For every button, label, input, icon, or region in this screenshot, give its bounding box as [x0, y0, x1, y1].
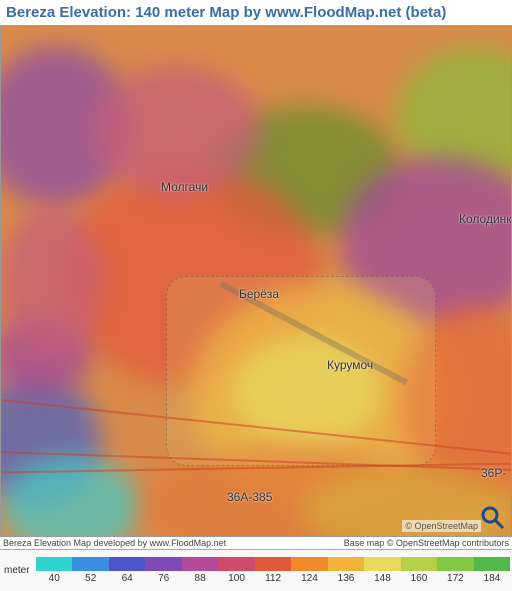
legend-item: 76 [145, 557, 181, 584]
legend-item: 112 [255, 557, 291, 584]
elevation-legend: meter 40 52 64 76 88 100 112 124 136 148 160 172 184 [0, 549, 512, 591]
legend-swatch [291, 557, 327, 571]
legend-item: 136 [328, 557, 364, 584]
legend-swatch [437, 557, 473, 571]
place-label: 36Р- [481, 466, 506, 480]
legend-swatch [218, 557, 254, 571]
legend-item: 124 [291, 557, 327, 584]
legend-item: 64 [109, 557, 145, 584]
legend-swatch [182, 557, 218, 571]
legend-swatch [474, 557, 510, 571]
legend-value: 172 [447, 573, 464, 584]
legend-swatches: 40 52 64 76 88 100 112 124 136 148 160 172 184 [36, 557, 510, 584]
legend-value: 64 [122, 573, 133, 584]
legend-value: 52 [85, 573, 96, 584]
legend-value: 124 [301, 573, 318, 584]
legend-item: 148 [364, 557, 400, 584]
place-label: 36А-385 [227, 490, 272, 504]
legend-value: 40 [49, 573, 60, 584]
legend-unit: meter [2, 565, 36, 576]
map-title: Bereza Elevation: 140 meter Map by www.F… [0, 0, 512, 25]
legend-item: 184 [474, 557, 510, 584]
legend-item: 40 [36, 557, 72, 584]
airport-boundary [166, 276, 436, 466]
legend-swatch [36, 557, 72, 571]
legend-item: 100 [218, 557, 254, 584]
legend-item: 88 [182, 557, 218, 584]
legend-value: 136 [338, 573, 355, 584]
map-attribution-row: Bereza Elevation Map developed by www.Fl… [0, 537, 512, 549]
elevation-map-container: Bereza Elevation: 140 meter Map by www.F… [0, 0, 512, 582]
legend-value: 160 [411, 573, 428, 584]
osm-logo-text: © OpenStreetMap [402, 520, 481, 532]
legend-swatch [72, 557, 108, 571]
place-label: Молгачи [161, 180, 208, 194]
legend-item: 52 [72, 557, 108, 584]
developer-attribution: Bereza Elevation Map developed by www.Fl… [3, 538, 226, 548]
magnify-icon[interactable] [479, 504, 507, 532]
legend-value: 88 [195, 573, 206, 584]
place-label: Берёза [239, 287, 279, 301]
legend-value: 184 [484, 573, 501, 584]
legend-value: 112 [265, 573, 281, 584]
legend-item: 172 [437, 557, 473, 584]
legend-swatch [109, 557, 145, 571]
legend-value: 100 [228, 573, 245, 584]
map-canvas[interactable]: МолгачиБерёзаКурумочКолодинк36А-38536Р- … [0, 25, 512, 537]
place-label: Колодинк [459, 212, 512, 226]
legend-swatch [328, 557, 364, 571]
legend-swatch [145, 557, 181, 571]
legend-value: 76 [158, 573, 169, 584]
place-label: Курумоч [327, 358, 373, 372]
legend-swatch [255, 557, 291, 571]
basemap-attribution: Base map © OpenStreetMap contributors [344, 538, 509, 548]
legend-swatch [364, 557, 400, 571]
legend-value: 148 [374, 573, 391, 584]
legend-item: 160 [401, 557, 437, 584]
legend-swatch [401, 557, 437, 571]
